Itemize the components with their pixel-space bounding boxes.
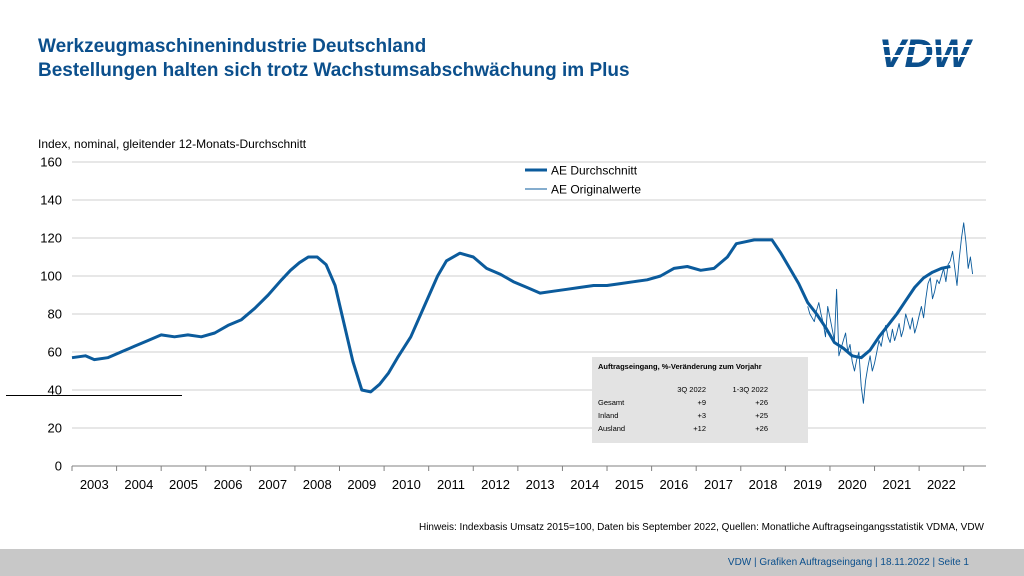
- slide-title: Werkzeugmaschinenindustrie Deutschland: [38, 36, 427, 57]
- x-tick-label: 2015: [615, 477, 644, 492]
- table-cell: +12: [693, 424, 706, 433]
- orders-table-title: Auftragseingang, %-Veränderung zum Vorja…: [598, 362, 762, 371]
- table-row: Gesamt +9 +26: [598, 398, 774, 408]
- x-tick-label: 2011: [437, 477, 465, 492]
- vdw-logo: VDW: [862, 34, 986, 72]
- x-tick-label: 2013: [526, 477, 555, 492]
- table-cell: Gesamt: [598, 398, 625, 407]
- x-tick-label: 2003: [80, 477, 109, 492]
- y-tick-label: 160: [40, 155, 62, 170]
- x-tick-label: 2005: [169, 477, 198, 492]
- x-tick-label: 2021: [882, 477, 911, 492]
- table-row: Ausland +12 +26: [598, 424, 774, 434]
- x-tick-label: 2010: [392, 477, 421, 492]
- x-tick-label: 2007: [258, 477, 287, 492]
- legend-label: AE Originalwerte: [551, 183, 641, 197]
- y-tick-label: 60: [48, 345, 62, 360]
- series-line-average: [71, 238, 951, 394]
- x-tick-label: 2017: [704, 477, 733, 492]
- y-tick-label: 40: [48, 383, 62, 398]
- logo-lettering: VDW: [879, 34, 974, 72]
- footer-bar: VDW | Grafiken Auftragseingang | 18.11.2…: [0, 549, 1024, 576]
- y-tick-label: 0: [55, 459, 62, 474]
- table-cell: +3: [697, 411, 706, 420]
- table-row: Inland +3 +25: [598, 411, 774, 421]
- y-axis-label: Index, nominal, gleitender 12-Monats-Dur…: [38, 137, 307, 151]
- slide-subtitle: Bestellungen halten sich trotz Wachstums…: [38, 60, 630, 81]
- y-tick-label: 80: [48, 307, 62, 322]
- x-tick-label: 2009: [347, 477, 376, 492]
- y-tick-label: 140: [40, 193, 62, 208]
- table-header-row: 3Q 2022 1-3Q 2022: [598, 385, 774, 395]
- x-tick-label: 2019: [793, 477, 822, 492]
- x-tick-label: 2004: [124, 477, 153, 492]
- x-tick-label: 2022: [927, 477, 956, 492]
- x-tick-label: 2014: [570, 477, 599, 492]
- x-tick-label: 2018: [749, 477, 778, 492]
- y-tick-label: 100: [40, 269, 62, 284]
- table-cell: +26: [755, 424, 768, 433]
- table-header-divider: [6, 395, 182, 396]
- legend-label: AE Durchschnitt: [551, 164, 638, 178]
- table-cell: +9: [697, 398, 706, 407]
- table-cell: +26: [755, 398, 768, 407]
- orders-table: Auftragseingang, %-Veränderung zum Vorja…: [592, 357, 808, 443]
- x-tick-label: 2006: [214, 477, 243, 492]
- x-tick-label: 2016: [659, 477, 688, 492]
- y-tick-label: 20: [48, 421, 62, 436]
- table-cell: +25: [755, 411, 768, 420]
- x-tick-label: 2020: [838, 477, 867, 492]
- series-line-original: [807, 222, 974, 404]
- footer-text: VDW | Grafiken Auftragseingang | 18.11.2…: [727, 557, 969, 568]
- y-tick-label: 120: [40, 231, 62, 246]
- table-header-cell: 1-3Q 2022: [732, 385, 768, 394]
- table-header-cell: 3Q 2022: [677, 385, 706, 394]
- table-cell: Ausland: [598, 424, 626, 433]
- x-tick-label: 2008: [303, 477, 332, 492]
- footnote: Hinweis: Indexbasis Umsatz 2015=100, Dat…: [418, 522, 984, 533]
- table-cell: Inland: [598, 411, 619, 420]
- x-tick-label: 2012: [481, 477, 510, 492]
